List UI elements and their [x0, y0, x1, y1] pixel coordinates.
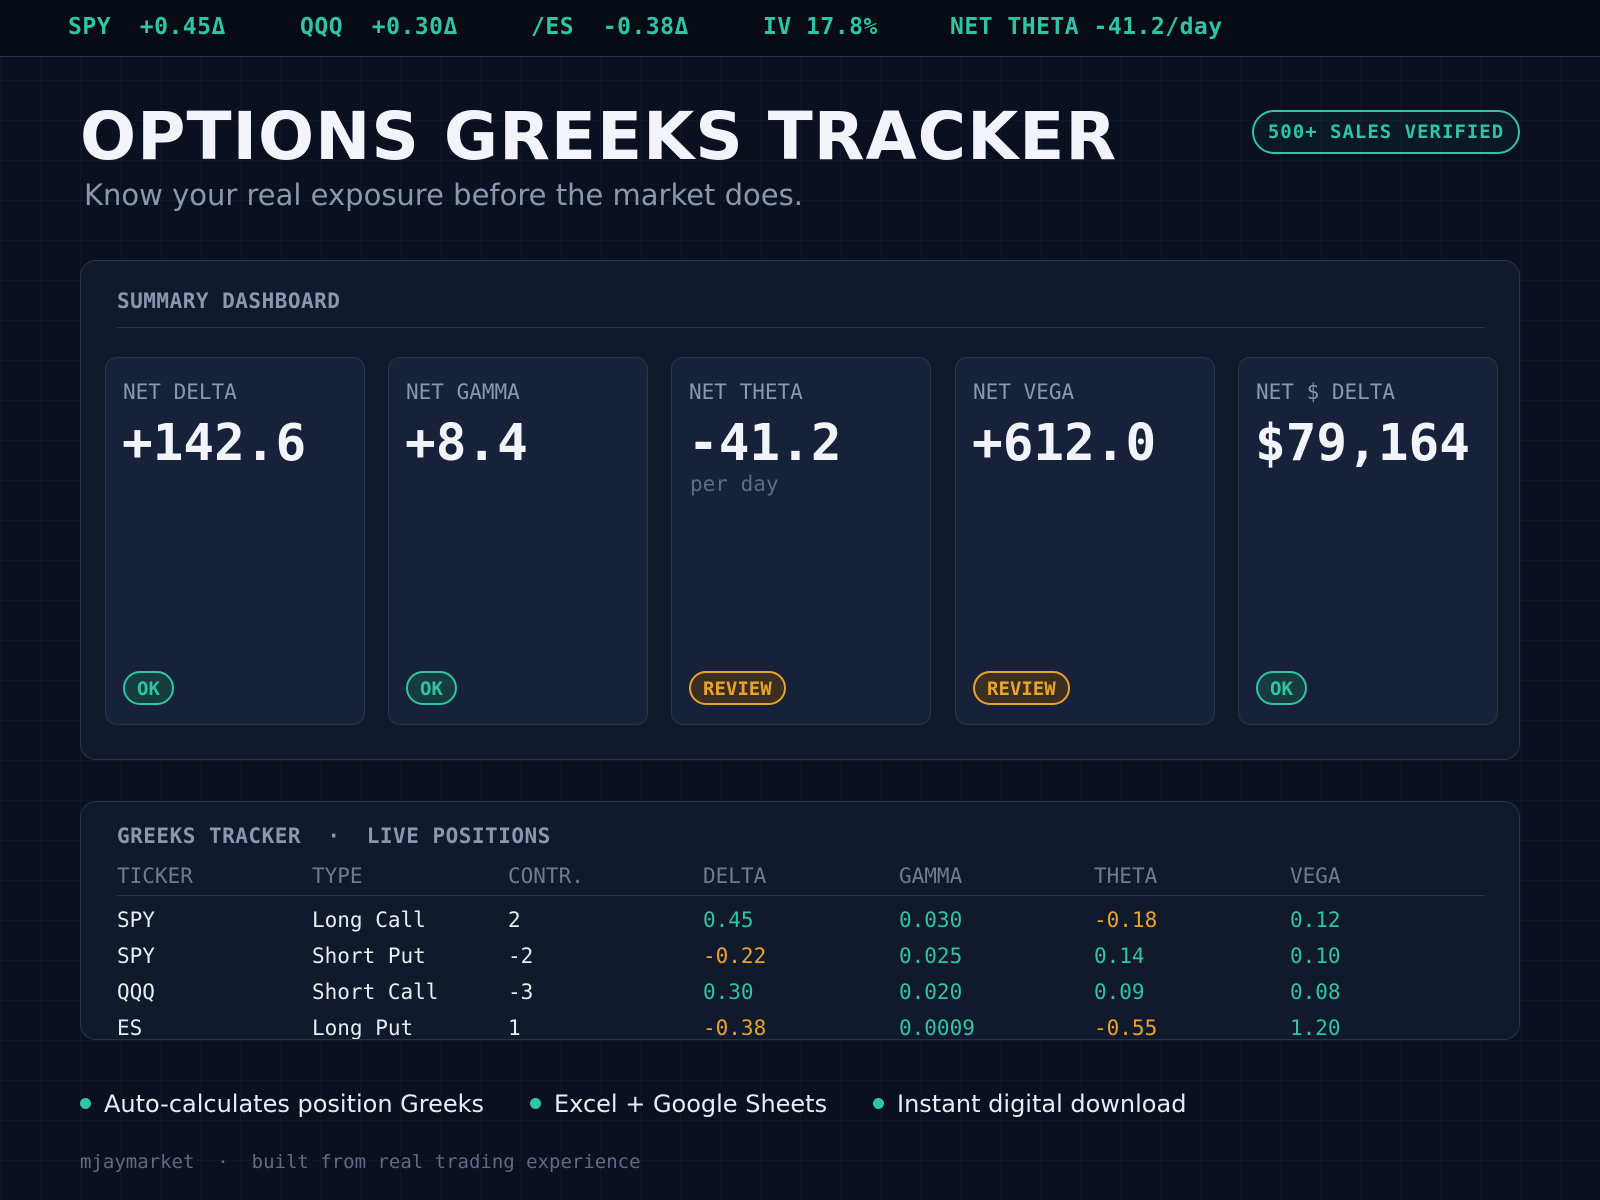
ticker-item-qqq: QQQ +0.30Δ	[300, 14, 458, 40]
greeks-tracker-panel: GREEKS TRACKER · LIVE POSITIONS TICKER T…	[80, 801, 1520, 1040]
cell-vega: 0.12	[1290, 908, 1341, 932]
brand-name: mjaymarket	[80, 1151, 195, 1173]
cell-ticker: QQQ	[117, 980, 155, 1004]
cell-contracts: -3	[508, 980, 534, 1004]
metric-card-net-theta: NET THETA -41.2 per day REVIEW	[671, 357, 931, 725]
feature-item: Instant digital download	[897, 1090, 1187, 1118]
cell-ticker: SPY	[117, 908, 155, 932]
ticker-item-iv: IV 17.8%	[763, 14, 878, 40]
cell-delta: 0.45	[703, 908, 754, 932]
ticker-value: +0.30Δ	[371, 14, 458, 40]
cell-delta: -0.22	[703, 944, 767, 968]
cell-ticker: ES	[117, 1016, 143, 1040]
cell-theta: 0.09	[1094, 980, 1145, 1004]
page-title: OPTIONS GREEKS TRACKER	[80, 98, 1118, 175]
status-badge: REVIEW	[689, 671, 786, 705]
feature-item: Excel + Google Sheets	[554, 1090, 828, 1118]
ticker-bar: SPY +0.45Δ QQQ +0.30Δ /ES -0.38Δ IV 17.8…	[0, 0, 1600, 57]
cell-ticker: SPY	[117, 944, 155, 968]
ticker-symbol: NET THETA	[950, 14, 1080, 40]
cell-vega: 0.10	[1290, 944, 1341, 968]
metric-label: NET DELTA	[123, 380, 237, 404]
metric-value: +8.4	[405, 414, 528, 473]
cell-delta: -0.38	[703, 1016, 767, 1040]
metric-label: NET VEGA	[973, 380, 1075, 404]
footer-note: mjaymarket · built from real trading exp…	[80, 1151, 641, 1173]
metric-label: NET $ DELTA	[1256, 380, 1396, 404]
page-subtitle: Know your real exposure before the marke…	[84, 178, 803, 212]
cell-gamma: 0.025	[899, 944, 963, 968]
ticker-symbol: /ES	[531, 14, 575, 40]
column-header-ticker: TICKER	[117, 864, 193, 888]
cell-vega: 0.08	[1290, 980, 1341, 1004]
metric-card-net-delta: NET DELTA +142.6 OK	[105, 357, 365, 725]
metric-card-net-gamma: NET GAMMA +8.4 OK	[388, 357, 648, 725]
footer-tagline: built from real trading experience	[251, 1151, 641, 1173]
cell-type: Short Call	[312, 980, 439, 1004]
cell-contracts: -2	[508, 944, 534, 968]
column-header-delta: DELTA	[703, 864, 767, 888]
summary-heading: SUMMARY DASHBOARD	[117, 289, 341, 313]
cell-contracts: 2	[508, 908, 521, 932]
metric-value: -41.2	[688, 414, 842, 473]
ticker-value: 17.8%	[806, 14, 878, 40]
column-header-contracts: CONTR.	[508, 864, 584, 888]
metric-value: +142.6	[122, 414, 307, 473]
metric-unit: per day	[690, 472, 779, 496]
status-badge: OK	[1256, 671, 1307, 705]
status-badge: OK	[406, 671, 457, 705]
metric-card-net-vega: NET VEGA +612.0 REVIEW	[955, 357, 1215, 725]
column-header-gamma: GAMMA	[899, 864, 963, 888]
metric-label: NET THETA	[689, 380, 803, 404]
tracker-subtitle: LIVE POSITIONS	[366, 824, 551, 848]
metric-value: $79,164	[1255, 414, 1470, 473]
tracker-title: GREEKS TRACKER	[117, 824, 302, 848]
cell-delta: 0.30	[703, 980, 754, 1004]
column-header-theta: THETA	[1094, 864, 1158, 888]
sales-verified-badge: 500+ SALES VERIFIED	[1252, 110, 1520, 154]
heading-separator: ·	[327, 824, 341, 848]
ticker-item-es: /ES -0.38Δ	[531, 14, 689, 40]
cell-gamma: 0.030	[899, 908, 963, 932]
ticker-value: +0.45Δ	[139, 14, 226, 40]
bullet-dot-icon	[530, 1098, 541, 1109]
feature-item: Auto-calculates position Greeks	[104, 1090, 485, 1118]
status-badge: REVIEW	[973, 671, 1070, 705]
ticker-symbol: SPY	[68, 14, 112, 40]
cell-theta: 0.14	[1094, 944, 1145, 968]
metric-label: NET GAMMA	[406, 380, 520, 404]
summary-dashboard-panel: SUMMARY DASHBOARD NET DELTA +142.6 OK NE…	[80, 260, 1520, 760]
divider	[117, 327, 1485, 328]
cell-type: Long Call	[312, 908, 426, 932]
ticker-value: -41.2/day	[1093, 14, 1223, 40]
divider	[117, 895, 1485, 896]
cell-theta: -0.18	[1094, 908, 1158, 932]
bullet-dot-icon	[80, 1098, 91, 1109]
ticker-symbol: IV	[763, 14, 792, 40]
tracker-heading: GREEKS TRACKER · LIVE POSITIONS	[117, 824, 551, 848]
cell-gamma: 0.020	[899, 980, 963, 1004]
bullet-dot-icon	[873, 1098, 884, 1109]
ticker-item-net-theta: NET THETA -41.2/day	[950, 14, 1223, 40]
cell-type: Short Put	[312, 944, 426, 968]
ticker-value: -0.38Δ	[602, 14, 689, 40]
column-header-type: TYPE	[312, 864, 363, 888]
status-badge: OK	[123, 671, 174, 705]
cell-gamma: 0.0009	[899, 1016, 975, 1040]
cell-contracts: 1	[508, 1016, 521, 1040]
cell-vega: 1.20	[1290, 1016, 1341, 1040]
cell-theta: -0.55	[1094, 1016, 1158, 1040]
footer-separator: ·	[217, 1151, 229, 1173]
ticker-item-spy: SPY +0.45Δ	[68, 14, 226, 40]
cell-type: Long Put	[312, 1016, 414, 1040]
metric-card-net-dollar-delta: NET $ DELTA $79,164 OK	[1238, 357, 1498, 725]
column-header-vega: VEGA	[1290, 864, 1341, 888]
metric-value: +612.0	[972, 414, 1157, 473]
ticker-symbol: QQQ	[300, 14, 344, 40]
